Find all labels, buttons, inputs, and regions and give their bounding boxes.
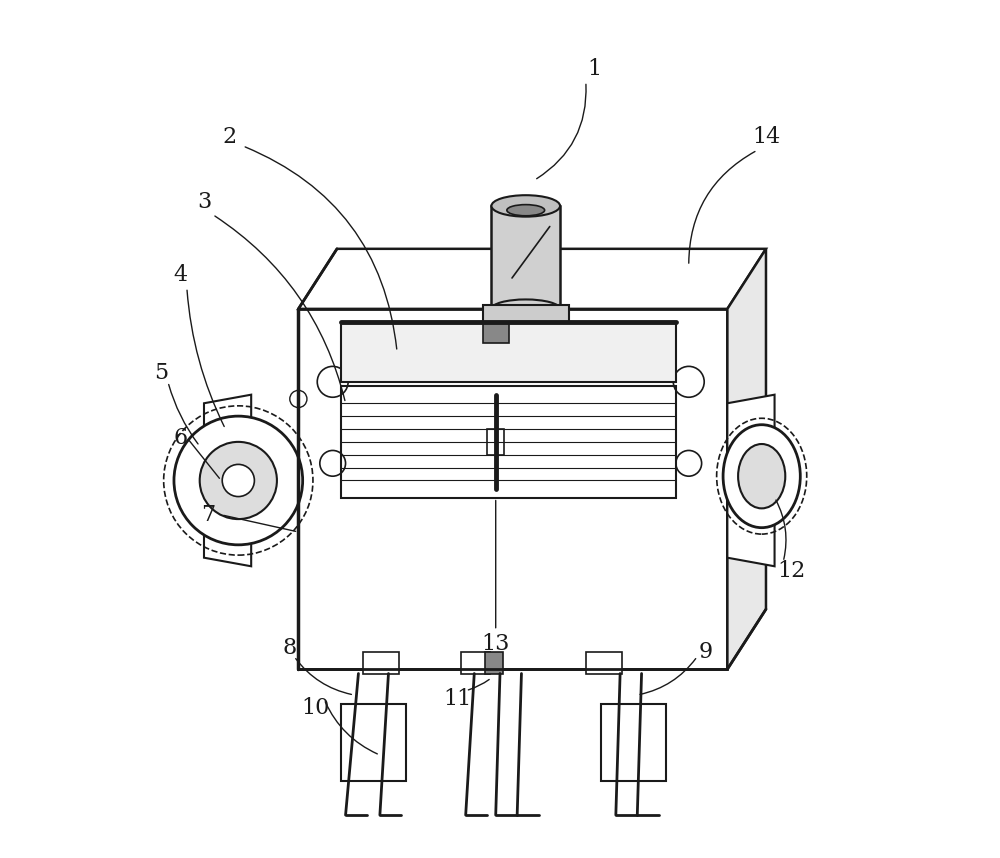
Bar [491,206,560,309]
Text: 10: 10 [301,697,330,719]
Circle shape [676,450,702,476]
Ellipse shape [507,205,545,216]
Bar [461,652,490,674]
Text: 8: 8 [283,637,297,659]
Polygon shape [727,249,766,669]
Ellipse shape [738,444,785,508]
Bar [601,704,666,781]
Circle shape [290,390,307,408]
Text: 5: 5 [154,362,168,384]
Ellipse shape [723,425,800,528]
Text: 4: 4 [174,263,188,286]
Polygon shape [204,395,251,566]
Text: 3: 3 [197,190,211,213]
Polygon shape [298,249,766,309]
Text: 9: 9 [699,641,713,663]
Text: 14: 14 [752,126,780,148]
Text: 6: 6 [174,426,188,449]
Bar [487,429,504,455]
Ellipse shape [491,195,560,216]
Bar [586,652,622,674]
Bar [485,652,503,674]
Ellipse shape [491,299,560,318]
Circle shape [673,366,704,397]
Bar [341,704,406,781]
Text: 13: 13 [482,632,510,655]
Circle shape [320,450,346,476]
Polygon shape [727,395,775,566]
Text: 7: 7 [201,504,215,526]
Bar [298,309,727,669]
Circle shape [174,416,303,545]
Bar [483,322,509,343]
Bar [341,322,676,382]
Bar [483,305,569,324]
Bar [341,386,676,498]
Text: 2: 2 [223,126,237,148]
Bar [363,652,399,674]
Circle shape [222,464,254,497]
Text: 11: 11 [443,688,471,710]
Circle shape [317,366,348,397]
Text: 12: 12 [778,559,806,582]
Circle shape [200,442,277,519]
Text: 1: 1 [587,57,601,80]
